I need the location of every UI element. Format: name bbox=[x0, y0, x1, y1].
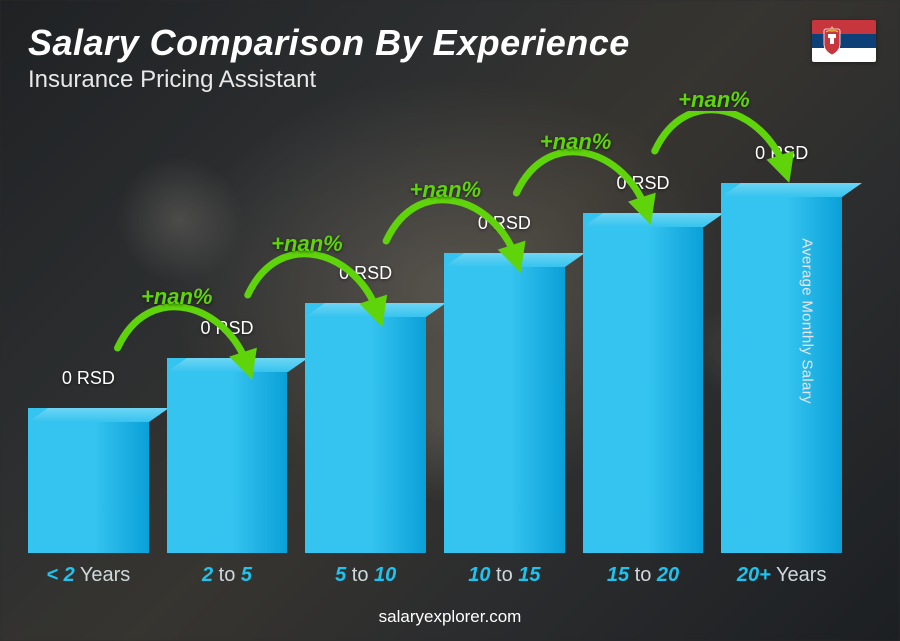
bar-front bbox=[721, 183, 842, 553]
bar-front bbox=[167, 358, 288, 553]
bar-top bbox=[305, 303, 446, 317]
country-flag bbox=[812, 20, 876, 62]
bar: 0 RSD bbox=[28, 408, 149, 553]
bar-slot: 0 RSD bbox=[167, 358, 288, 553]
bar-value-label: 0 RSD bbox=[478, 213, 531, 234]
bar-value-label: 0 RSD bbox=[200, 318, 253, 339]
page-title: Salary Comparison By Experience bbox=[28, 22, 872, 64]
page-subtitle: Insurance Pricing Assistant bbox=[28, 66, 872, 94]
x-axis-label: 5 to 10 bbox=[305, 564, 426, 587]
bar-value-label: 0 RSD bbox=[617, 173, 670, 194]
bar-top bbox=[28, 408, 169, 422]
x-axis-label: < 2 Years bbox=[28, 564, 149, 587]
bar: 0 RSD bbox=[305, 303, 426, 553]
x-axis-label: 15 to 20 bbox=[583, 564, 704, 587]
bar-value-label: 0 RSD bbox=[339, 263, 392, 284]
bar-front bbox=[444, 253, 565, 553]
bar-top bbox=[721, 183, 862, 197]
bar-slot: 0 RSD bbox=[583, 213, 704, 553]
x-axis-labels: < 2 Years 2 to 5 5 to 10 10 to 15 15 to 20 20… bbox=[28, 564, 842, 587]
footer-attribution: salaryexplorer.com bbox=[0, 607, 900, 627]
bar-front bbox=[305, 303, 426, 553]
bar-value-label: 0 RSD bbox=[755, 143, 808, 164]
bar-slot: 0 RSD bbox=[444, 253, 565, 553]
bar: 0 RSD bbox=[721, 183, 842, 553]
bar-front bbox=[583, 213, 704, 553]
bar-chart: 0 RSD0 RSD0 RSD0 RSD0 RSD0 RSD +nan%+nan… bbox=[28, 111, 842, 581]
bar-value-label: 0 RSD bbox=[62, 368, 115, 389]
bar: 0 RSD bbox=[444, 253, 565, 553]
bar-front bbox=[28, 408, 149, 553]
bar-slot: 0 RSD bbox=[28, 408, 149, 553]
y-axis-label: Average Monthly Salary bbox=[799, 238, 816, 404]
x-axis-label: 2 to 5 bbox=[167, 564, 288, 587]
bar: 0 RSD bbox=[167, 358, 288, 553]
bar-slot: 0 RSD bbox=[305, 303, 426, 553]
bar-top bbox=[583, 213, 724, 227]
bar: 0 RSD bbox=[583, 213, 704, 553]
x-axis-label: 10 to 15 bbox=[444, 564, 565, 587]
flag-emblem-icon bbox=[822, 26, 842, 56]
bar-top bbox=[444, 253, 585, 267]
x-axis-label: 20+ Years bbox=[721, 564, 842, 587]
bar-top bbox=[167, 358, 308, 372]
bar-slot: 0 RSD bbox=[721, 183, 842, 553]
bars-group: 0 RSD0 RSD0 RSD0 RSD0 RSD0 RSD bbox=[28, 111, 842, 553]
chart-container: Salary Comparison By Experience Insuranc… bbox=[0, 0, 900, 641]
